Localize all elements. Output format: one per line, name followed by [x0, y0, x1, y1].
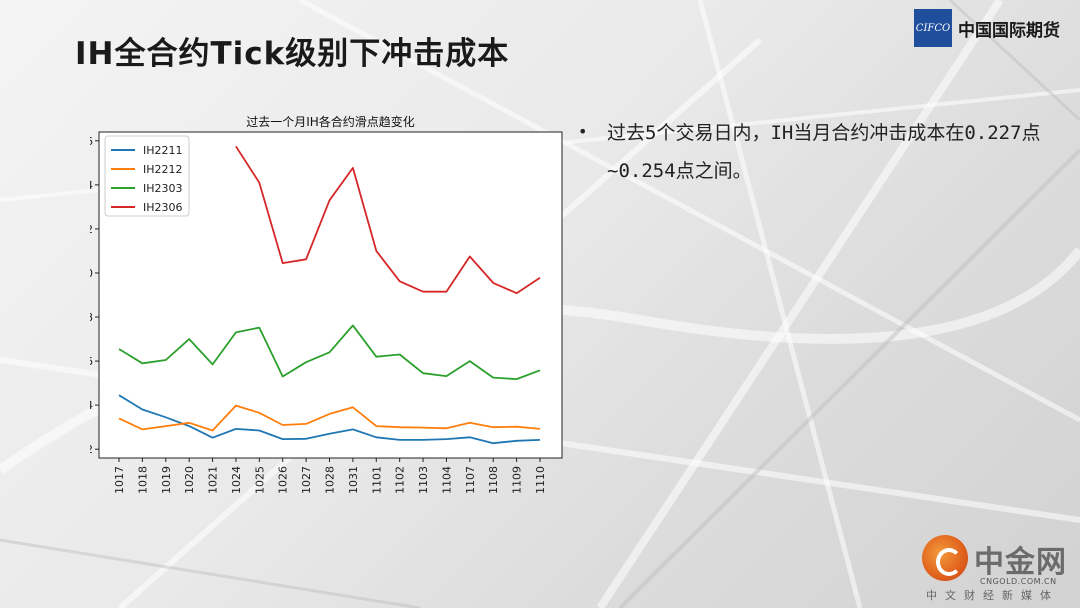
x-tick-label: 1031 [347, 466, 360, 494]
y-tick-label: 0.8 [90, 311, 93, 324]
watermark-tagline: 中文财经新媒体 [926, 589, 1059, 602]
bullet-text: 过去5个交易日内，IH当月合约冲击成本在0.227点~0.254点之间。 [607, 122, 1041, 182]
y-tick-label: 1.4 [90, 179, 93, 192]
x-tick-label: 1019 [160, 466, 173, 494]
series-line-IH2303 [118, 324, 541, 380]
logo-mark: CIFCO [914, 9, 952, 47]
legend-label-IH2212: IH2212 [143, 163, 183, 176]
series-line-IH2212 [118, 404, 541, 432]
x-tick-label: 1108 [487, 466, 500, 494]
x-tick-label: 1102 [394, 466, 407, 494]
x-tick-label: 1110 [534, 466, 547, 494]
bullet-list: • 过去5个交易日内，IH当月合约冲击成本在0.227点~0.254点之间。 [578, 114, 1048, 190]
x-tick-label: 1028 [324, 466, 337, 494]
slide-title: IH全合约Tick级别下冲击成本 [75, 36, 510, 72]
x-tick-label: 1101 [370, 466, 383, 494]
bullet-dot: • [578, 122, 588, 141]
x-tick-label: 1107 [464, 466, 477, 494]
legend-label-IH2211: IH2211 [143, 144, 183, 157]
company-logo: CIFCO 中国国际期货 [914, 9, 1060, 47]
x-tick-label: 1017 [113, 466, 126, 494]
legend-label-IH2306: IH2306 [143, 201, 183, 214]
cngold-watermark: 中金网 CNGOLD.COM.CN 中文财经新媒体 [922, 535, 1072, 603]
y-tick-label: 0.2 [90, 443, 93, 456]
y-tick-label: 0.4 [90, 399, 93, 412]
x-tick-label: 1104 [440, 466, 453, 494]
chart-title: 过去一个月IH各合约滑点趋变化 [246, 114, 415, 129]
legend-box [104, 135, 190, 217]
x-tick-label: 1020 [183, 466, 196, 494]
x-tick-label: 1109 [511, 466, 524, 494]
x-tick-label: 1027 [300, 466, 313, 494]
series-line-IH2211 [118, 394, 541, 445]
series-line-IH2306 [235, 145, 541, 295]
x-tick-label: 1021 [207, 466, 220, 494]
slippage-chart: 过去一个月IH各合约滑点趋变化 0.2 0.4 0.6 0.8 1.0 1.2 1.4 1.6 1… [76, 108, 570, 508]
x-tick-label: 1018 [136, 466, 149, 494]
chart-svg: 过去一个月IH各合约滑点趋变化 0.2 0.4 0.6 0.8 1.0 1.2 1.4 1.6 1… [76, 114, 563, 494]
x-tick-label: 1025 [253, 466, 266, 494]
y-tick-label: 0.6 [90, 355, 93, 368]
y-tick-label: 1.6 [90, 135, 93, 148]
x-tick-label: 1026 [277, 466, 290, 494]
logo-name: 中国国际期货 [958, 20, 1060, 41]
cngold-logo-icon [922, 535, 968, 581]
watermark-name: 中金网 [974, 545, 1067, 580]
x-tick-label: 1103 [417, 466, 430, 494]
legend-label-IH2303: IH2303 [143, 182, 183, 195]
y-tick-label: 1.0 [90, 267, 93, 280]
watermark-url: CNGOLD.COM.CN [980, 577, 1057, 586]
y-tick-label: 1.2 [90, 223, 93, 236]
x-tick-label: 1024 [230, 466, 243, 494]
